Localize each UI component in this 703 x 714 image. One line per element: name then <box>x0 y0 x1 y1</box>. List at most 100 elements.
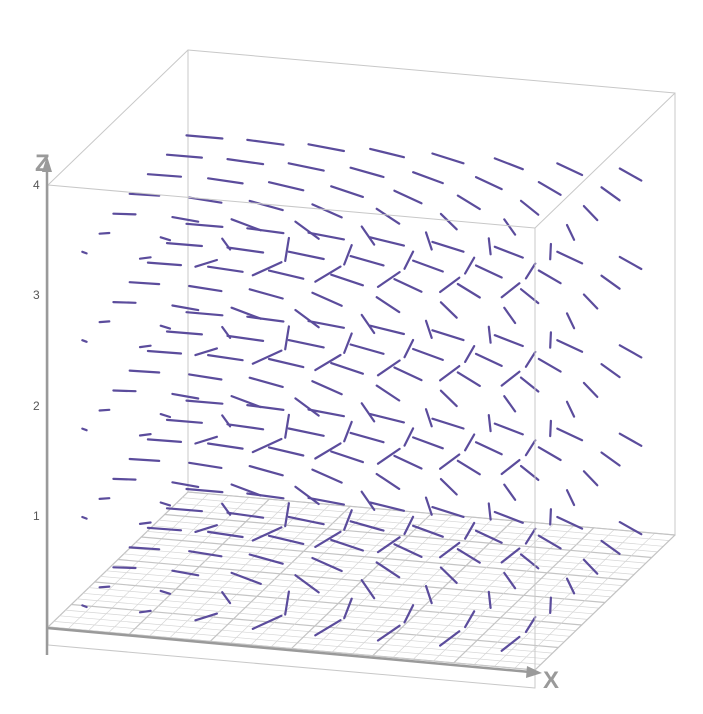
vector-arrow <box>207 442 244 450</box>
vector-arrow <box>393 366 423 382</box>
vector-arrow <box>464 610 476 629</box>
vector-arrow <box>343 420 353 443</box>
floor-grid-plane <box>47 491 676 689</box>
vector-arrow <box>98 408 111 412</box>
vector-arrow <box>493 510 524 524</box>
vector-arrow <box>487 590 492 610</box>
vector-arrow <box>369 324 405 336</box>
vector-arrow <box>349 166 385 179</box>
vector-arrow <box>431 506 465 519</box>
vector-arrow <box>375 384 401 402</box>
vector-arrow <box>307 408 345 418</box>
vector-arrow <box>251 526 283 542</box>
vector-arrow <box>464 433 476 452</box>
vector-arrow <box>311 203 343 219</box>
vector-arrow <box>503 483 517 501</box>
vector-arrow <box>314 619 342 637</box>
vector-arrow <box>307 143 345 153</box>
vector-arrow <box>159 413 172 419</box>
vector-arrow <box>549 242 553 261</box>
vector-arrow <box>565 489 576 507</box>
vector-arrow <box>98 231 111 235</box>
vector-arrow <box>431 329 465 342</box>
vector-arrow <box>221 325 232 339</box>
vector-arrow <box>582 470 599 487</box>
vector-arrow <box>343 597 353 620</box>
vector-arrow <box>81 604 88 609</box>
vector-arrow <box>81 515 88 520</box>
vector-arrow <box>424 319 433 339</box>
vector-arrow <box>188 284 223 293</box>
vector-arrow <box>221 502 232 516</box>
vector-arrow <box>330 538 364 552</box>
vector-arrow <box>376 624 401 642</box>
vector-arrow <box>287 515 325 526</box>
vector-arrow <box>267 181 305 192</box>
vector-arrow <box>519 553 540 570</box>
vector-arrow <box>424 231 433 251</box>
vector-arrow <box>330 450 364 464</box>
vector-arrow <box>230 218 262 232</box>
z-tick-label-4: 4 <box>33 178 40 192</box>
vector-arrow <box>294 485 320 506</box>
vector-arrow <box>376 359 401 377</box>
vector-arrow <box>600 451 621 467</box>
vector-arrow <box>267 269 305 280</box>
vector-arrow <box>311 556 343 573</box>
vector-arrow <box>503 571 517 590</box>
vector-arrow <box>171 481 200 488</box>
vector-arrow <box>146 173 183 178</box>
z-tick-label-2: 2 <box>33 399 40 413</box>
vector-arrow <box>500 282 521 299</box>
vector-arrow <box>500 459 521 476</box>
vector-arrow <box>618 255 643 271</box>
vector-arrow <box>194 612 218 622</box>
vector-arrow <box>549 508 553 526</box>
vector-arrow <box>287 162 325 172</box>
vector-arrow <box>493 334 524 348</box>
vector-arrow <box>194 435 218 445</box>
vector-arrow <box>524 439 537 457</box>
vector-arrow <box>226 423 265 431</box>
vector-arrow <box>393 543 423 559</box>
bounding-box-edge <box>47 184 536 229</box>
vector-arrow <box>267 357 305 369</box>
vector-arrow <box>230 395 262 409</box>
vector-arrow <box>294 308 320 329</box>
vector-arrow <box>159 501 172 507</box>
vector-arrow <box>403 250 415 270</box>
vector-arrow <box>165 330 203 336</box>
vector-arrow <box>456 194 481 211</box>
vector-arrow <box>565 312 576 330</box>
vector-arrow <box>424 408 433 428</box>
vector-arrow <box>464 256 476 275</box>
vector-arrow <box>565 223 576 241</box>
vector-arrow <box>360 225 376 246</box>
vector-arrow <box>221 237 232 251</box>
vector-arrow <box>474 529 503 544</box>
vector-arrow <box>284 413 290 439</box>
vector-arrow <box>165 153 203 159</box>
z-tick-label-1: 1 <box>33 509 40 523</box>
vector-arrow <box>128 546 161 551</box>
vector-arrow <box>284 325 290 351</box>
vector-arrow <box>307 496 345 506</box>
vector-arrow <box>456 548 481 564</box>
vector-arrow <box>456 371 481 387</box>
vector-arrow <box>349 520 385 532</box>
vector-arrow <box>360 313 376 335</box>
vector-arrow <box>287 427 325 437</box>
vector-arrow <box>519 464 540 481</box>
vector-arrow <box>360 490 376 511</box>
vector-arrow <box>375 472 401 490</box>
vector-arrow <box>618 520 643 536</box>
vector-arrow <box>431 417 465 430</box>
vector-arrow <box>500 370 521 387</box>
vector-arrow <box>294 397 320 417</box>
vector-arrow <box>165 507 203 513</box>
vector-arrow <box>330 273 364 287</box>
vector-arrow <box>393 454 423 470</box>
vector-arrow <box>503 306 517 325</box>
vector-arrow <box>537 446 562 462</box>
vector-arrow <box>565 400 576 418</box>
